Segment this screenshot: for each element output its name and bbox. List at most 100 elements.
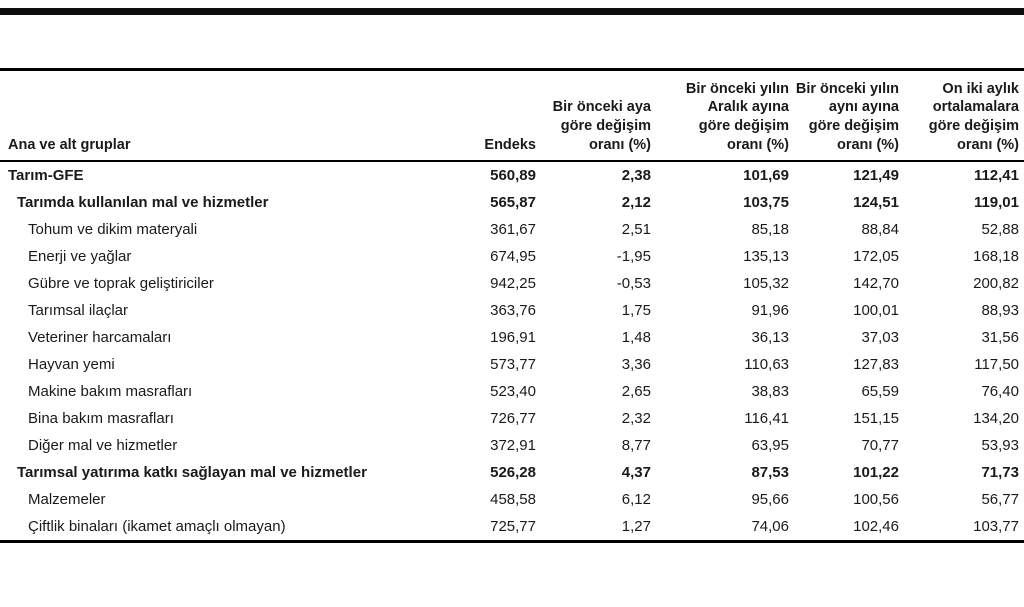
- cell-avg12: 168,18: [973, 248, 1019, 265]
- cell-dec: 110,63: [744, 356, 789, 373]
- cell-endeks: 361,67: [490, 221, 536, 238]
- cell-monthly: 1,48: [621, 329, 651, 346]
- cell-dec: 103,75: [743, 194, 789, 211]
- cell-yoy: 172,05: [853, 248, 899, 265]
- table-row: Gübre ve toprak geliştiriciler 942,25 -0,5…: [0, 270, 1024, 297]
- cell-dec: 85,18: [751, 221, 789, 238]
- cell-avg12: 119,01: [973, 194, 1019, 211]
- agri-input-price-index-table: Ana ve alt gruplar Endeks Bir önceki aya…: [0, 68, 1024, 543]
- cell-dec: 36,13: [751, 329, 789, 346]
- cell-yoy: 100,01: [853, 302, 899, 319]
- cell-avg12: 200,82: [973, 275, 1019, 292]
- cell-monthly: 3,36: [621, 356, 651, 373]
- cell-endeks: 726,77: [490, 410, 536, 427]
- row-label: Enerji ve yağlar: [28, 248, 132, 265]
- cell-yoy: 37,03: [861, 329, 899, 346]
- cell-yoy: 142,70: [853, 275, 899, 292]
- cell-yoy: 88,84: [861, 221, 899, 238]
- cell-dec: 87,53: [751, 464, 789, 481]
- cell-monthly: 2,12: [621, 194, 651, 211]
- table-row: Bina bakım masrafları 726,77 2,32 116,41 151…: [0, 405, 1024, 432]
- cell-dec: 91,96: [751, 302, 789, 319]
- cell-avg12: 112,41: [973, 167, 1019, 184]
- row-label: Bina bakım masrafları: [28, 410, 174, 427]
- cell-avg12: 134,20: [973, 410, 1019, 427]
- table-row: Malzemeler 458,58 6,12 95,66 100,56 56,77: [0, 486, 1024, 513]
- row-label: Makine bakım masrafları: [28, 383, 193, 400]
- row-label: Tarım-GFE: [8, 167, 84, 184]
- row-label: Diğer mal ve hizmetler: [28, 437, 178, 454]
- cell-endeks: 372,91: [490, 437, 536, 454]
- cell-endeks: 565,87: [490, 194, 536, 211]
- cell-monthly: 1,75: [621, 302, 651, 319]
- table-row: Enerji ve yağlar 674,95 -1,95 135,13 172,05 1…: [0, 243, 1024, 270]
- row-label: Veteriner harcamaları: [28, 329, 172, 346]
- cell-monthly: 2,32: [621, 410, 651, 427]
- cell-dec: 38,83: [751, 383, 789, 400]
- table-row: Tarımsal yatırıma katkı sağlayan mal ve …: [0, 459, 1024, 486]
- column-header-groups: Ana ve alt gruplar: [8, 137, 131, 154]
- cell-endeks: 573,77: [490, 356, 536, 373]
- cell-endeks: 942,25: [490, 275, 536, 292]
- table-row: Veteriner harcamaları 196,91 1,48 36,13 37,0…: [0, 324, 1024, 351]
- cell-dec: 95,66: [751, 491, 789, 508]
- cell-avg12: 88,93: [981, 302, 1019, 319]
- cell-endeks: 363,76: [490, 302, 536, 319]
- row-label: Tarımda kullanılan mal ve hizmetler: [17, 194, 269, 211]
- cell-avg12: 56,77: [981, 491, 1019, 508]
- row-label: Tohum ve dikim materyali: [28, 221, 198, 238]
- cell-avg12: 76,40: [981, 383, 1019, 400]
- cell-yoy: 102,46: [853, 518, 899, 535]
- row-label: Malzemeler: [28, 491, 106, 508]
- column-header-since-december-change: Bir önceki yılın Aralık ayına göre değiş…: [685, 80, 789, 154]
- cell-monthly: 6,12: [621, 491, 651, 508]
- row-label: Tarımsal ilaçlar: [28, 302, 129, 319]
- cell-yoy: 121,49: [853, 167, 899, 184]
- cell-yoy: 65,59: [861, 383, 899, 400]
- cell-dec: 116,41: [744, 410, 789, 427]
- row-label: Gübre ve toprak geliştiriciler: [28, 275, 214, 292]
- cell-monthly: 4,37: [621, 464, 651, 481]
- table-header-row: Ana ve alt gruplar Endeks Bir önceki aya…: [0, 71, 1024, 162]
- column-header-twelve-month-avg-change: On iki aylık ortalamalara göre değişim o…: [928, 80, 1019, 154]
- cell-endeks: 725,77: [490, 518, 536, 535]
- cell-dec: 74,06: [751, 518, 789, 535]
- cell-avg12: 52,88: [981, 221, 1019, 238]
- cell-monthly: -0,53: [616, 275, 651, 292]
- cell-avg12: 103,77: [973, 518, 1019, 535]
- row-label: Tarımsal yatırıma katkı sağlayan mal ve …: [17, 464, 367, 481]
- table-row: Tarımda kullanılan mal ve hizmetler 565,8…: [0, 189, 1024, 216]
- cell-monthly: 2,65: [621, 383, 651, 400]
- column-header-endeks: Endeks: [484, 137, 536, 154]
- cell-endeks: 674,95: [490, 248, 536, 265]
- cell-yoy: 100,56: [853, 491, 899, 508]
- cell-avg12: 117,50: [974, 356, 1019, 373]
- cell-yoy: 124,51: [853, 194, 899, 211]
- cell-endeks: 196,91: [490, 329, 536, 346]
- row-label: Çiftlik binaları (ikamet amaçlı olmayan): [28, 518, 286, 535]
- cell-monthly: 2,38: [621, 167, 651, 184]
- cell-yoy: 151,15: [853, 410, 899, 427]
- table-row: Makine bakım masrafları 523,40 2,65 38,83 65…: [0, 378, 1024, 405]
- cell-dec: 63,95: [751, 437, 789, 454]
- table-row: Tarım-GFE 560,89 2,38 101,69 121,49 112,41: [0, 162, 1024, 189]
- column-header-monthly-change: Bir önceki aya göre değişim oranı (%): [552, 99, 651, 154]
- cell-endeks: 458,58: [490, 491, 536, 508]
- cell-dec: 101,69: [743, 167, 789, 184]
- top-divider-rule: [0, 8, 1024, 15]
- cell-monthly: 1,27: [621, 518, 651, 535]
- table-row: Diğer mal ve hizmetler 372,91 8,77 63,95 70,…: [0, 432, 1024, 459]
- cell-avg12: 71,73: [981, 464, 1019, 481]
- table-row: Hayvan yemi 573,77 3,36 110,63 127,83 117,50: [0, 351, 1024, 378]
- table-row: Tohum ve dikim materyali 361,67 2,51 85,18 8…: [0, 216, 1024, 243]
- column-header-year-over-year-change: Bir önceki yılın aynı ayına göre değişim…: [795, 80, 899, 154]
- cell-monthly: 8,77: [621, 437, 651, 454]
- cell-avg12: 31,56: [981, 329, 1019, 346]
- cell-yoy: 70,77: [861, 437, 899, 454]
- cell-yoy: 127,83: [853, 356, 899, 373]
- row-label: Hayvan yemi: [28, 356, 115, 373]
- cell-monthly: -1,95: [616, 248, 651, 265]
- cell-yoy: 101,22: [853, 464, 899, 481]
- table-body: Tarım-GFE 560,89 2,38 101,69 121,49 112,41 Tar…: [0, 162, 1024, 540]
- cell-endeks: 526,28: [490, 464, 536, 481]
